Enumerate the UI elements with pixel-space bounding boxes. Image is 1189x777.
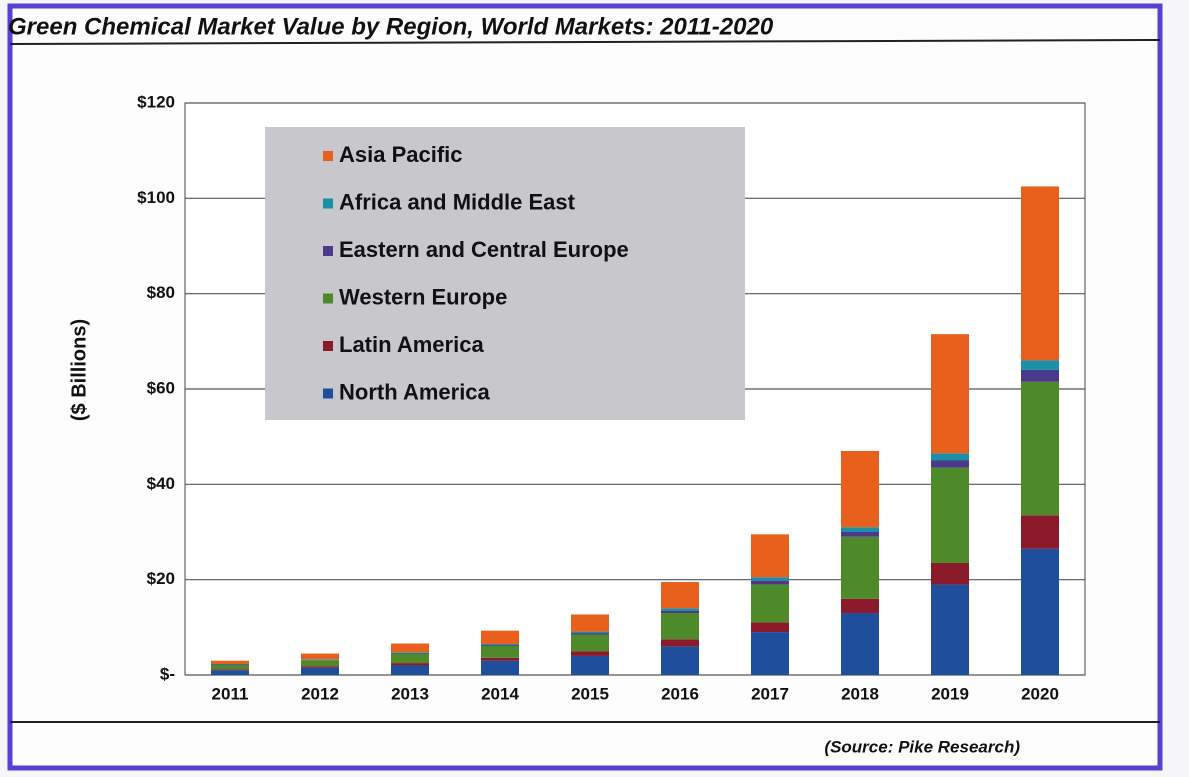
legend-label: Eastern and Central Europe [339,237,629,262]
bar-segment [931,334,969,454]
bar-segment [571,634,609,652]
bar-segment [661,582,699,609]
bar-segment [391,643,429,653]
legend-swatch [323,198,333,209]
bar-segment [481,645,519,658]
bar-segment [841,536,879,599]
legend-label: Latin America [339,332,484,357]
bar-segment [481,660,519,675]
bar-segment [211,660,249,665]
bar-segment [751,577,789,581]
bar-segment [751,534,789,578]
x-tick-label: 2013 [391,684,429,703]
bar-segment [1021,548,1059,675]
bar-segment [301,667,339,675]
legend-swatch [323,293,333,304]
bar-segment [931,584,969,675]
bar-segment [661,646,699,675]
x-tick-label: 2014 [481,684,519,703]
bar-segment [481,644,519,645]
y-axis-label: ($ Billions) [68,319,90,421]
bar-segment [661,610,699,614]
bar-segment [301,660,339,667]
x-tick-label: 2011 [212,684,249,703]
bar-segment [661,639,699,647]
y-tick-label: $20 [147,569,175,588]
legend-swatch [323,341,333,351]
y-tick-label: $80 [147,283,175,302]
bar-segment [931,453,969,461]
legend-label: Africa and Middle East [339,189,576,214]
x-tick-label: 2020 [1021,684,1059,703]
bar-segment [661,608,699,611]
y-tick-label: $120 [137,92,175,111]
bar-segment [301,653,339,660]
legend-label: North America [339,379,491,404]
bar-segment [751,584,789,623]
y-tick-label: $100 [137,188,175,207]
bar-segment [1021,360,1059,370]
bar-segment [841,532,879,537]
bar-segment [751,622,789,633]
bar-segment [931,562,969,585]
bar-segment [571,631,609,634]
legend-label: Asia Pacific [339,142,463,167]
bar-segment [481,630,519,645]
x-tick-label: 2015 [571,684,609,703]
bar-segment [571,655,609,675]
bar-segment [391,652,429,654]
title-rule [9,39,1161,45]
bar-segment [391,665,429,675]
x-tick-label: 2012 [301,684,339,703]
legend-swatch [323,151,333,161]
bar-segment [391,652,429,653]
bar-segment [211,664,249,670]
bar-segment [751,580,789,585]
source-note: (Source: Pike Research) [824,737,1020,756]
bar-segment [571,633,609,635]
bar-segment [481,644,519,646]
legend-swatch [323,388,333,399]
x-tick-label: 2019 [931,684,969,703]
bar-segment [1021,186,1059,361]
legend-box [265,127,745,420]
bar-segment [391,653,429,664]
bar-segment [211,670,249,675]
bar-segment [1021,515,1059,549]
y-tick-label: $60 [147,378,175,397]
bar-segment [571,614,609,632]
x-tick-label: 2018 [841,684,879,703]
y-tick-label: $40 [147,474,175,493]
bar-segment [1021,369,1059,382]
bar-segment [211,669,249,671]
bar-segment [931,467,969,563]
bar-segment [661,613,699,640]
bar-segment [841,613,879,675]
bar-segment [481,657,519,661]
x-tick-label: 2017 [751,684,789,703]
bar-segment [841,450,879,528]
bar-segment [391,663,429,666]
bar-segment [841,527,879,532]
y-tick-label: $- [160,664,175,683]
bar-segment [931,460,969,468]
bar-segment [571,651,609,656]
legend-label: Western Europe [339,284,507,309]
chart-title: Green Chemical Market Value by Region, W… [8,13,774,40]
bar-segment [1021,381,1059,516]
bar-segment [751,632,789,675]
bar-segment [841,598,879,614]
x-tick-label: 2016 [661,684,699,703]
legend-swatch [323,246,333,256]
bar-segment [301,666,339,668]
